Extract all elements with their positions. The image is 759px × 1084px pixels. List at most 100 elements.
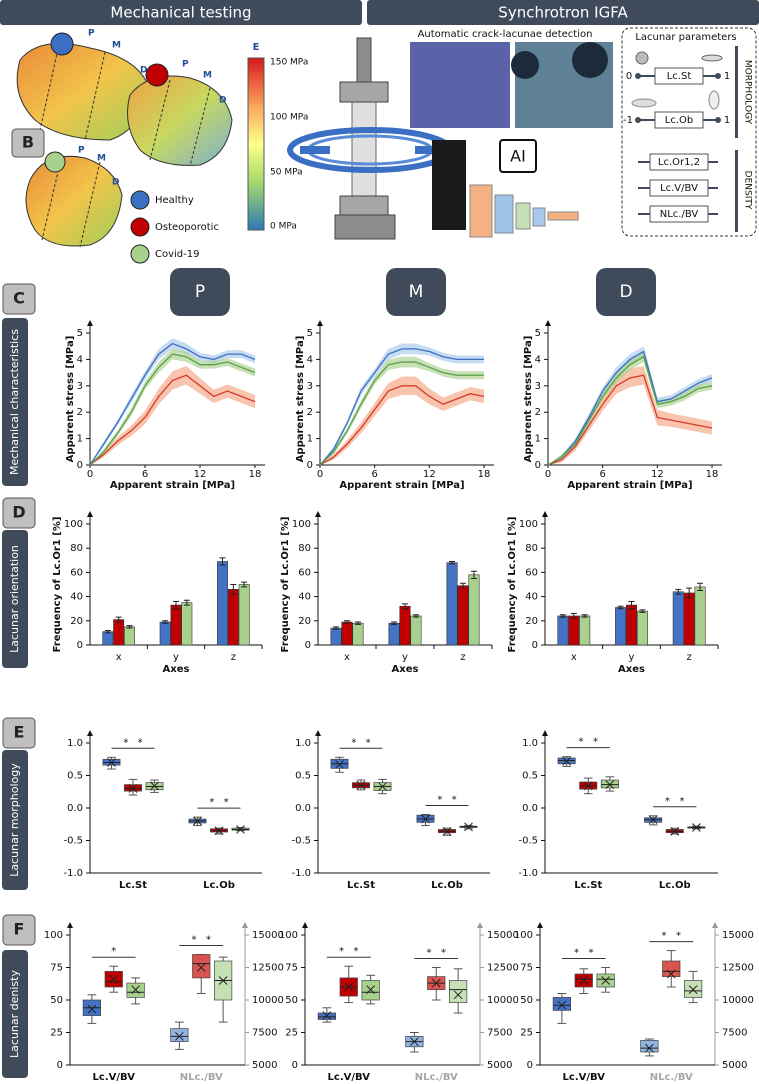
line xyxy=(547,374,713,466)
y-tick-label: 5000 xyxy=(252,1060,277,1071)
colorbar-label: 100 MPa xyxy=(270,113,308,123)
mean-marker xyxy=(605,780,615,789)
mean-marker xyxy=(692,823,701,832)
group-label: Lc.St xyxy=(347,880,375,891)
error-bar xyxy=(628,600,635,610)
region-label: P xyxy=(88,29,95,39)
mean-marker xyxy=(322,1011,332,1020)
y-tick-label: 5000 xyxy=(722,1060,747,1071)
y-tick-label: 3 xyxy=(77,381,83,392)
x-tick-label: 18 xyxy=(478,469,491,480)
legend-marker xyxy=(130,190,150,210)
y-tick-label: 1 xyxy=(535,434,541,445)
y-tick-label: 5 xyxy=(77,328,83,339)
y-tick-label: 12500 xyxy=(487,963,519,974)
row-label: Lacunar orientation xyxy=(8,545,21,653)
y-tick-label: 2 xyxy=(307,407,313,418)
region-line xyxy=(79,161,101,248)
legend-marker xyxy=(130,244,150,264)
error-bar xyxy=(333,626,340,630)
group-title: DENSITY xyxy=(743,171,753,210)
bar xyxy=(102,631,114,646)
mean-marker xyxy=(335,760,344,769)
x-tick-label: x xyxy=(116,652,122,663)
detection: Automatic crack-lacunae detection AI xyxy=(410,29,613,238)
error-band xyxy=(548,351,712,465)
box xyxy=(552,997,571,1011)
significance-star: * xyxy=(191,935,196,946)
row-badge: F xyxy=(14,920,25,939)
y-tick-label: 0 xyxy=(77,640,83,651)
line xyxy=(319,348,484,466)
y-tick-label: 25 xyxy=(520,1028,533,1039)
y-axis-title: Apparent stress [MPa] xyxy=(295,336,306,463)
parameter-label: NLc./BV xyxy=(660,209,699,220)
error-band xyxy=(90,338,255,465)
error-bar xyxy=(675,588,682,595)
y-tick-label: 20 xyxy=(70,616,83,627)
x-axis-title: Axes xyxy=(618,664,645,675)
parameter-max: 1 xyxy=(724,71,730,82)
y-axis-title: Apparent stress [MPa] xyxy=(523,336,534,463)
colorbar-title: E xyxy=(253,42,260,53)
y-tick-label: 0 xyxy=(535,460,541,471)
sample-marker xyxy=(145,63,169,87)
bar xyxy=(238,584,250,646)
header-title: Mechanical testing xyxy=(110,4,251,22)
significance-star: * xyxy=(441,948,446,959)
y-tick-label: 4 xyxy=(535,354,541,365)
mean-marker xyxy=(366,985,375,994)
region-line xyxy=(41,154,63,241)
image-stack xyxy=(432,140,466,230)
significance-star: * xyxy=(123,737,128,748)
y-tick-label: 4 xyxy=(307,354,313,365)
region-line xyxy=(39,39,61,131)
x-tick-label: 12 xyxy=(423,469,436,480)
error-bar xyxy=(460,582,466,589)
error-bar xyxy=(241,581,248,588)
mean-marker xyxy=(648,815,658,825)
y-tick-label: 60 xyxy=(298,567,311,578)
y-axis-title: Frequency of Lc.Or1 [%] xyxy=(52,517,63,653)
x-tick-label: z xyxy=(460,652,465,663)
mean-marker xyxy=(442,827,452,836)
x-tick-label: 6 xyxy=(371,469,377,480)
bar xyxy=(341,621,353,646)
y-tick-label: 60 xyxy=(525,567,538,578)
bar xyxy=(672,591,684,646)
bar xyxy=(568,615,580,646)
y-tick-label: 10000 xyxy=(487,995,519,1006)
colorbar-label: 0 MPa xyxy=(270,222,297,232)
significance-star: * xyxy=(574,948,579,959)
y-tick-label: 10000 xyxy=(722,995,754,1006)
significance-star: * xyxy=(206,935,211,946)
mean-marker xyxy=(579,976,589,985)
x-tick-label: 18 xyxy=(706,469,719,480)
error-bar xyxy=(162,620,169,624)
y-tick-label: 60 xyxy=(70,567,83,578)
mean-marker xyxy=(670,827,680,836)
y-tick-label: 50 xyxy=(285,995,298,1006)
mean-marker xyxy=(150,781,159,791)
y-tick-label: 20 xyxy=(298,616,311,627)
bar xyxy=(615,607,627,646)
y-tick-label: 1 xyxy=(77,434,83,445)
y-tick-label: -0.5 xyxy=(63,836,83,847)
panel-badge xyxy=(11,128,45,158)
group-label: Lc.Ob xyxy=(203,880,235,891)
error-bar xyxy=(115,616,122,623)
mean-marker xyxy=(218,976,228,985)
row-badge: C xyxy=(13,289,25,308)
significance-star: * xyxy=(665,796,670,807)
line xyxy=(89,374,256,466)
error-band xyxy=(320,343,484,465)
mean-marker xyxy=(557,1000,567,1010)
error-bar xyxy=(470,570,477,579)
region-line xyxy=(149,79,171,161)
significance-star: * xyxy=(366,737,371,748)
row-badge: E xyxy=(14,723,25,742)
significance-star: * xyxy=(579,737,584,748)
mean-marker xyxy=(645,1043,654,1053)
y-tick-label: 50 xyxy=(50,995,63,1006)
parameter-min: -1 xyxy=(623,115,633,126)
